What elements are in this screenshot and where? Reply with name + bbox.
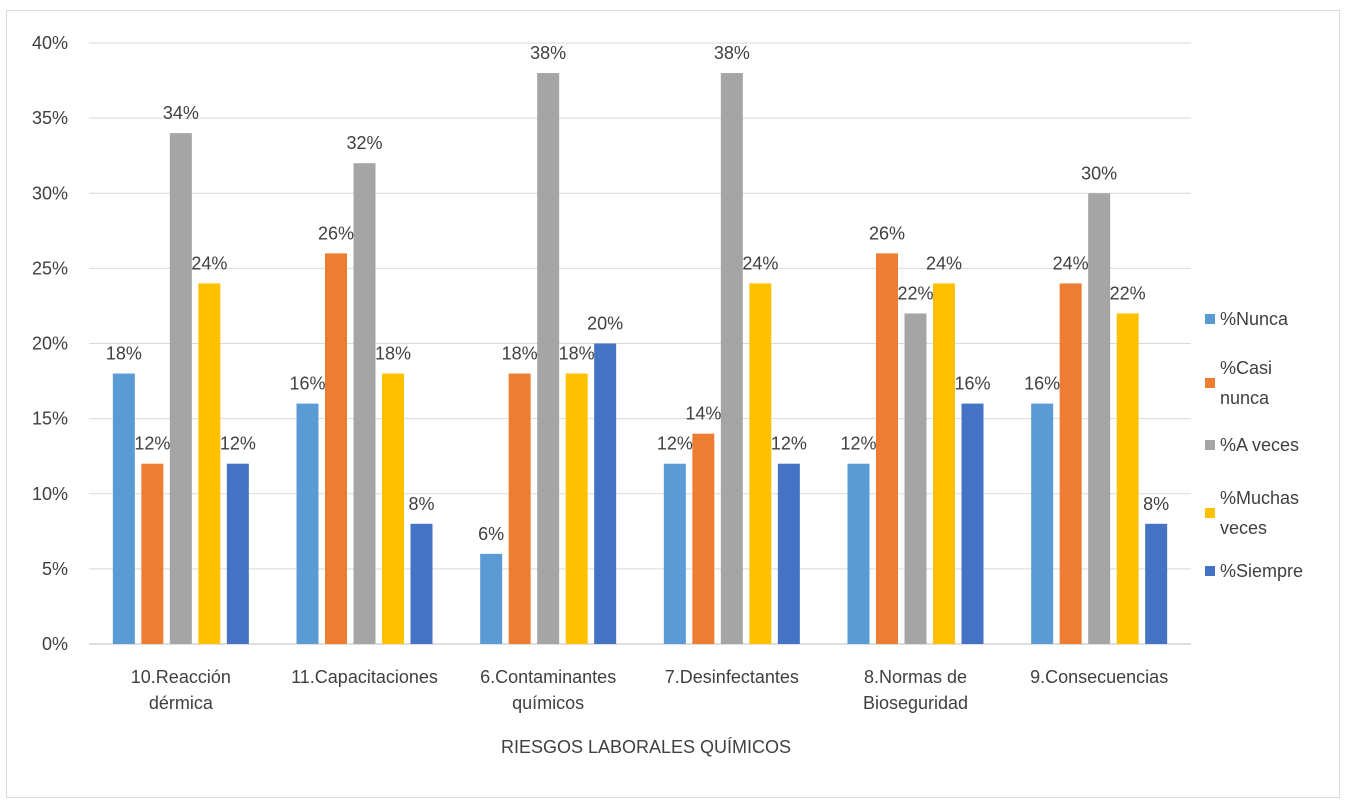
legend-label: %Casi xyxy=(1220,358,1272,378)
bar xyxy=(296,403,319,644)
legend-swatch xyxy=(1205,314,1215,324)
bar xyxy=(1031,403,1054,644)
bars xyxy=(112,73,1168,645)
bar xyxy=(1145,523,1168,644)
data-label: 18% xyxy=(106,344,142,364)
x-tick-label: dérmica xyxy=(149,693,214,713)
legend-label: %Siempre xyxy=(1220,561,1303,581)
data-label: 34% xyxy=(163,103,199,123)
bar xyxy=(410,523,433,644)
data-label: 16% xyxy=(954,374,990,394)
data-label: 26% xyxy=(318,223,354,243)
data-label: 12% xyxy=(771,434,807,454)
bar xyxy=(508,373,531,644)
x-tick-label: químicos xyxy=(512,693,584,713)
data-label: 12% xyxy=(220,434,256,454)
bar xyxy=(777,463,800,644)
y-tick-label: 25% xyxy=(32,258,68,278)
data-label: 38% xyxy=(530,43,566,63)
legend-swatch xyxy=(1205,378,1215,388)
y-tick-label: 30% xyxy=(32,183,68,203)
x-tick-label: 8.Normas de xyxy=(864,667,967,687)
legend-label: %A veces xyxy=(1220,435,1299,455)
bar xyxy=(565,373,588,644)
data-label: 26% xyxy=(869,223,905,243)
y-tick-label: 5% xyxy=(42,559,68,579)
y-tick-label: 10% xyxy=(32,484,68,504)
legend-label: %Nunca xyxy=(1220,309,1289,329)
data-label: 24% xyxy=(926,253,962,273)
bar xyxy=(325,253,347,644)
legend-swatch xyxy=(1205,566,1215,576)
data-label: 8% xyxy=(1143,494,1169,514)
data-label: 18% xyxy=(559,344,595,364)
bar-chart: 0% 5% 10% 15% 20% 25% 30% 35% 40% 18% 12% 34% 24% 12… xyxy=(32,33,1303,757)
legend: %Nunca %Casi nunca %A veces %Muchas veces %Sie… xyxy=(1205,309,1303,581)
data-label: 22% xyxy=(1110,283,1146,303)
chart-area: 0% 5% 10% 15% 20% 25% 30% 35% 40% 18% 12% 34% 24% 12… xyxy=(6,10,1340,798)
bar xyxy=(749,283,772,644)
bar xyxy=(1088,193,1111,644)
x-tick-label: 11.Capacitaciones xyxy=(291,667,438,687)
legend-swatch xyxy=(1205,508,1215,518)
y-axis: 0% 5% 10% 15% 20% 25% 30% 35% 40% xyxy=(32,33,68,654)
data-label: 30% xyxy=(1081,163,1117,183)
bar xyxy=(112,373,135,644)
x-tick-label: 6.Contaminantes xyxy=(480,667,616,687)
legend-label: %Muchas xyxy=(1220,488,1299,508)
bar xyxy=(933,283,955,644)
data-label: 12% xyxy=(657,434,693,454)
bar xyxy=(847,463,870,644)
legend-swatch xyxy=(1205,440,1215,450)
y-tick-label: 40% xyxy=(32,33,68,53)
bar xyxy=(663,463,686,644)
y-tick-label: 20% xyxy=(32,334,68,354)
bar xyxy=(198,283,221,644)
bar xyxy=(226,463,249,644)
data-label: 24% xyxy=(742,253,778,273)
y-tick-label: 0% xyxy=(42,634,68,654)
data-label: 12% xyxy=(840,434,876,454)
bar xyxy=(876,253,898,644)
bar xyxy=(1059,283,1082,644)
data-labels: 18% 12% 34% 24% 12% 16% 26% 32% 18% 8% 6% 18% 38% 18%… xyxy=(106,43,1169,544)
bar xyxy=(141,463,164,644)
x-tick-label: Bioseguridad xyxy=(863,693,968,713)
x-tick-label: 9.Consecuencias xyxy=(1030,667,1168,687)
data-label: 16% xyxy=(1024,374,1060,394)
y-tick-label: 35% xyxy=(32,108,68,128)
x-tick-label: 10.Reacción xyxy=(131,667,231,687)
data-label: 22% xyxy=(897,283,933,303)
x-axis: 10.Reacción dérmica 11.Capacitaciones 6.Con… xyxy=(131,667,1168,713)
data-label: 32% xyxy=(346,133,382,153)
data-label: 14% xyxy=(685,404,721,424)
bar xyxy=(692,433,715,644)
data-label: 16% xyxy=(289,374,325,394)
data-label: 38% xyxy=(714,43,750,63)
data-label: 18% xyxy=(502,344,538,364)
bar xyxy=(720,73,743,645)
y-tick-label: 15% xyxy=(32,409,68,429)
x-axis-title: RIESGOS LABORALES QUÍMICOS xyxy=(501,737,791,757)
data-label: 20% xyxy=(587,314,623,334)
data-label: 18% xyxy=(375,344,411,364)
bar xyxy=(480,553,503,644)
bar xyxy=(169,133,192,644)
data-label: 12% xyxy=(134,434,170,454)
legend-label: veces xyxy=(1220,518,1267,538)
legend-label: nunca xyxy=(1220,388,1270,408)
data-label: 8% xyxy=(408,494,434,514)
data-label: 6% xyxy=(478,524,504,544)
data-label: 24% xyxy=(191,253,227,273)
bar xyxy=(537,73,560,645)
bar xyxy=(594,343,617,644)
bar xyxy=(1116,313,1139,644)
bar xyxy=(382,373,404,644)
data-label: 24% xyxy=(1053,253,1089,273)
x-tick-label: 7.Desinfectantes xyxy=(665,667,799,687)
bar xyxy=(961,403,984,644)
gridlines xyxy=(89,42,1191,645)
bar xyxy=(904,313,927,644)
bar xyxy=(353,163,376,644)
